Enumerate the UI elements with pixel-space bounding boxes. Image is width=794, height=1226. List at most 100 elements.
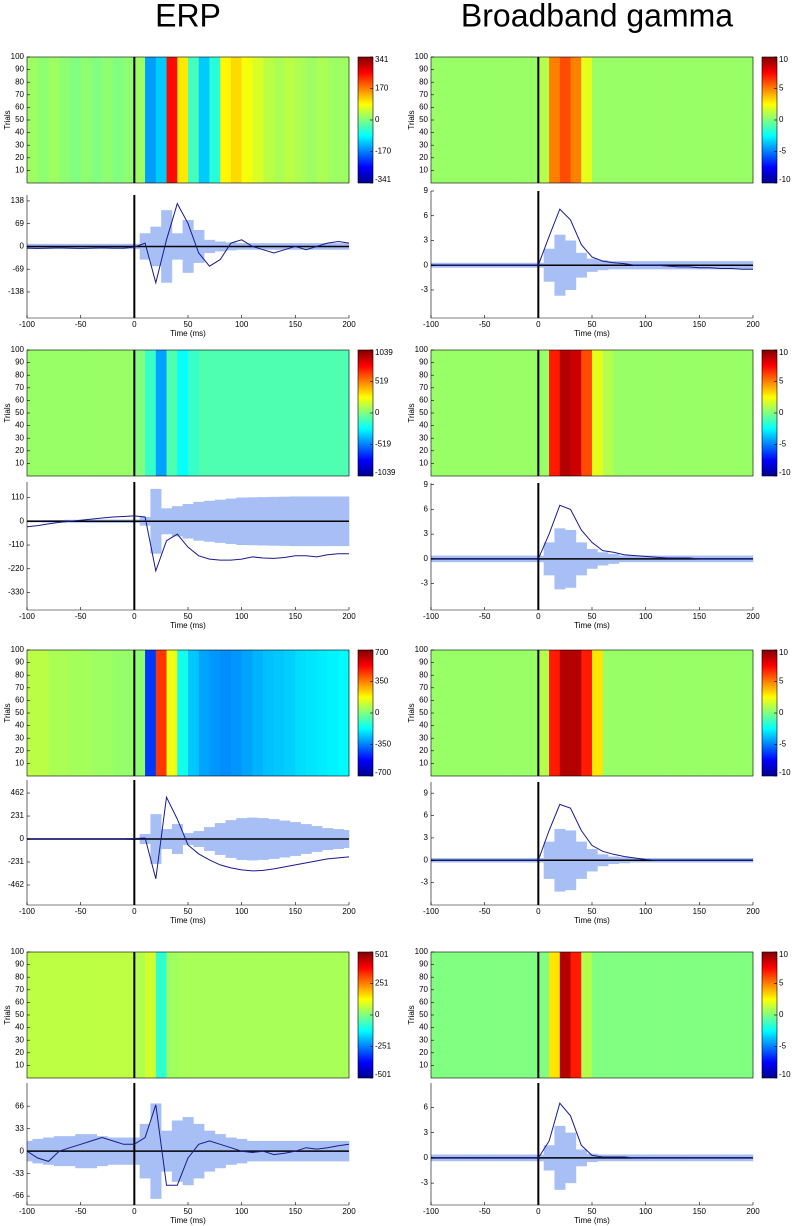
y-tick-label: 70 bbox=[419, 383, 428, 392]
heat-cell bbox=[710, 650, 722, 776]
colorbar-tick-label: 350 bbox=[375, 677, 389, 686]
y-tick-label: 70 bbox=[15, 90, 24, 99]
y-tick-label: -69 bbox=[12, 264, 24, 273]
heat-cell bbox=[338, 350, 350, 476]
x-tick-label: -100 bbox=[19, 612, 36, 621]
x-tick-label: 50 bbox=[184, 1207, 193, 1216]
colorbar-tick-label: -5 bbox=[779, 147, 787, 156]
heat-cell bbox=[516, 57, 528, 183]
heat-cell bbox=[338, 650, 350, 776]
y-tick-label: 3 bbox=[424, 833, 429, 842]
x-tick-label: 100 bbox=[639, 1207, 653, 1216]
x-tick-label: 0 bbox=[536, 612, 541, 621]
colorbar-tick-label: 700 bbox=[375, 648, 389, 657]
heat-cell bbox=[306, 952, 318, 1078]
heat-cell bbox=[327, 650, 339, 776]
heat-cell bbox=[155, 650, 167, 776]
heat-cell bbox=[252, 650, 264, 776]
y-tick-label: 0 bbox=[424, 260, 429, 269]
heat-cell bbox=[624, 952, 636, 1078]
x-tick-label: 150 bbox=[693, 320, 707, 329]
heat-cell bbox=[484, 650, 496, 776]
heat-cell bbox=[102, 952, 114, 1078]
x-tick-label: -100 bbox=[423, 1207, 440, 1216]
heat-cell bbox=[677, 650, 689, 776]
y-tick-label: 66 bbox=[15, 1101, 24, 1110]
heat-cell bbox=[581, 952, 593, 1078]
y-tick-label: 100 bbox=[11, 52, 25, 61]
y-tick-label: 6 bbox=[424, 504, 429, 513]
heat-cell bbox=[570, 952, 582, 1078]
heat-cell bbox=[581, 650, 593, 776]
y-tick-label: 40 bbox=[419, 721, 428, 730]
x-tick-label: 150 bbox=[289, 1207, 303, 1216]
colorbar-tick-label: -5 bbox=[779, 1042, 787, 1051]
heat-cell bbox=[452, 350, 464, 476]
mean-line bbox=[431, 504, 753, 560]
axes-frame bbox=[26, 1083, 349, 1206]
x-tick-label: -100 bbox=[19, 320, 36, 329]
heat-cell bbox=[112, 350, 124, 476]
y-tick-label: 30 bbox=[419, 433, 428, 442]
y-axis-label: Trials bbox=[407, 403, 416, 422]
heat-cell bbox=[37, 650, 49, 776]
y-tick-label: 80 bbox=[15, 972, 24, 981]
heat-cell bbox=[431, 350, 443, 476]
y-tick-label: 90 bbox=[15, 658, 24, 667]
colorbar-tick-label: -5 bbox=[779, 740, 787, 749]
colorbar-tick-label: 0 bbox=[779, 408, 784, 417]
y-tick-label: 40 bbox=[15, 128, 24, 137]
heat-cell bbox=[155, 57, 167, 183]
x-tick-label: -50 bbox=[479, 1207, 491, 1216]
y-tick-label: -231 bbox=[8, 857, 25, 866]
heat-cell bbox=[37, 57, 49, 183]
heat-cell bbox=[538, 650, 550, 776]
y-tick-label: 40 bbox=[419, 421, 428, 430]
heat-cell bbox=[145, 650, 157, 776]
heat-cell bbox=[48, 57, 60, 183]
x-tick-label: 200 bbox=[342, 612, 356, 621]
y-tick-label: 100 bbox=[415, 52, 429, 61]
x-axis-label: Time (ms) bbox=[170, 916, 206, 925]
x-tick-label: 100 bbox=[235, 320, 249, 329]
heat-cell bbox=[645, 650, 657, 776]
heat-cell bbox=[166, 650, 178, 776]
y-tick-label: 40 bbox=[15, 721, 24, 730]
y-tick-label: 20 bbox=[15, 1048, 24, 1057]
heat-cell bbox=[230, 650, 242, 776]
heat-cell bbox=[145, 57, 157, 183]
y-tick-label: 110 bbox=[11, 493, 24, 502]
x-tick-label: -50 bbox=[75, 907, 87, 916]
heat-cell bbox=[241, 350, 253, 476]
column-title: Broadband gamma bbox=[461, 0, 733, 33]
y-tick-label: 30 bbox=[419, 140, 428, 149]
y-tick-label: 0 bbox=[424, 1153, 429, 1162]
colorbar-tick-label: 0 bbox=[779, 115, 784, 124]
y-tick-label: 40 bbox=[419, 1023, 428, 1032]
x-tick-label: -100 bbox=[19, 1207, 36, 1216]
heat-cell bbox=[273, 350, 285, 476]
heat-cell bbox=[48, 952, 60, 1078]
heat-cell bbox=[699, 57, 711, 183]
y-tick-label: 100 bbox=[11, 645, 25, 654]
y-axis-label: Trials bbox=[407, 1005, 416, 1024]
x-tick-label: 100 bbox=[639, 907, 653, 916]
y-axis-label: Trials bbox=[3, 403, 12, 422]
heat-cell bbox=[634, 350, 646, 476]
heat-cell bbox=[463, 350, 475, 476]
heat-cell bbox=[452, 650, 464, 776]
y-tick-label: 50 bbox=[15, 115, 24, 124]
heat-cell bbox=[209, 57, 221, 183]
heat-cell bbox=[252, 57, 264, 183]
y-tick-label: 6 bbox=[424, 811, 429, 820]
x-tick-label: 100 bbox=[639, 320, 653, 329]
heat-cell bbox=[112, 650, 124, 776]
x-tick-label: 150 bbox=[289, 612, 303, 621]
heat-cell bbox=[538, 350, 550, 476]
heat-cell bbox=[102, 650, 114, 776]
heat-cell bbox=[549, 57, 561, 183]
heat-cell bbox=[645, 350, 657, 476]
y-tick-label: 10 bbox=[15, 1061, 24, 1070]
x-tick-label: -50 bbox=[75, 1207, 87, 1216]
